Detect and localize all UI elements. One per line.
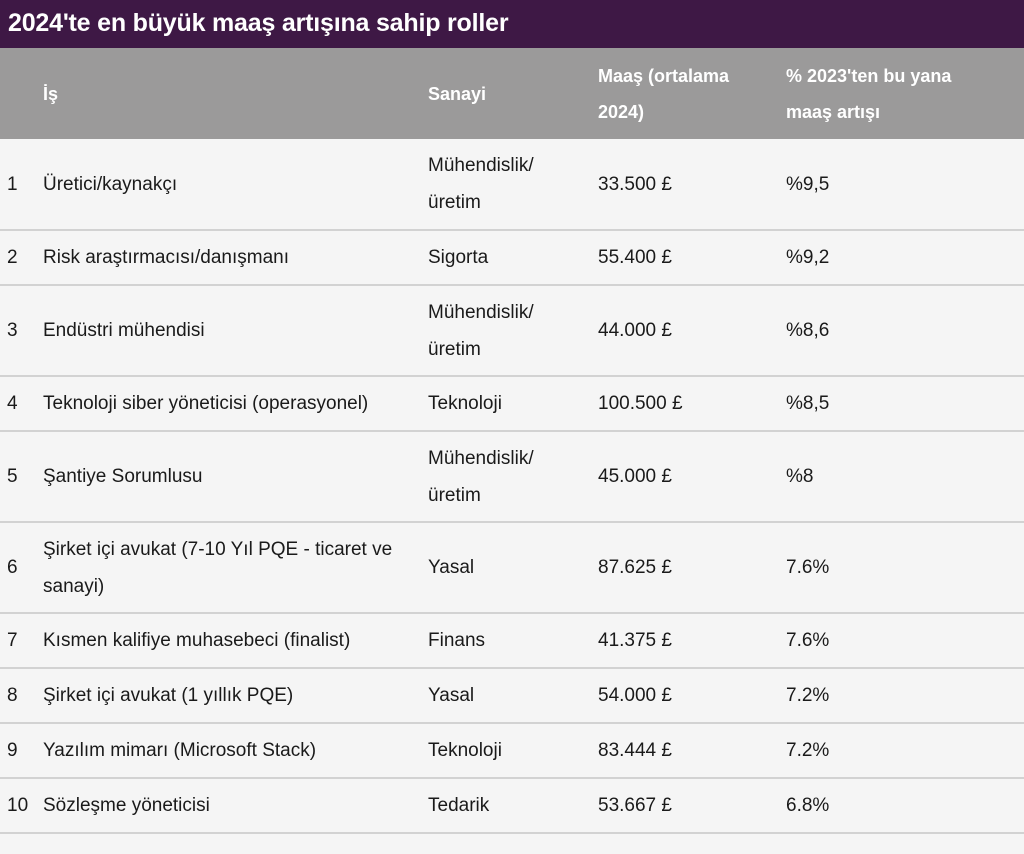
table-title: 2024'te en büyük maaş artışına sahip rol… <box>0 0 1024 48</box>
increase-cell: 7.6% <box>786 630 830 651</box>
salary-cell: 41.375 £ <box>598 630 672 651</box>
salary-cell: 100.500 £ <box>598 393 683 414</box>
job-cell: Şirket içi avukat (1 yıllık PQE) <box>43 685 294 706</box>
industry-cell: Finans <box>428 630 486 651</box>
salary-cell: 55.400 £ <box>598 247 672 268</box>
salary-cell: 44.000 £ <box>598 320 672 341</box>
rank-cell: 6 <box>7 557 18 578</box>
job-cell: Endüstri mühendisi <box>43 320 205 341</box>
industry-cell: Teknoloji <box>428 393 502 414</box>
industry-cell: Teknoloji <box>428 740 502 761</box>
header-job: İş <box>43 83 59 104</box>
table-row: 10 Sözleşme yöneticisi Tedarik 53.667 £ … <box>0 778 1024 833</box>
table-row: 6 Şirket içi avukat (7-10 Yıl PQE - tica… <box>0 522 1024 613</box>
increase-cell: 7.2% <box>786 685 830 706</box>
job-cell: Şirket içi avukat (7-10 Yıl PQE - ticare… <box>43 538 393 597</box>
rank-cell: 10 <box>7 795 29 816</box>
header-increase: % 2023'ten bu yana maaş artışı <box>786 65 952 122</box>
rank-cell: 9 <box>7 740 18 761</box>
header-rank <box>0 48 43 139</box>
table-row: 7 Kısmen kalifiye muhasebeci (finalist) … <box>0 613 1024 668</box>
salary-cell: 53.667 £ <box>598 795 672 816</box>
salary-table: İş Sanayi Maaş (ortalama 2024) % 2023'te… <box>0 48 1024 834</box>
table-row: 3 Endüstri mühendisi Mühendislik/ üretim… <box>0 285 1024 376</box>
job-cell: Üretici/kaynakçı <box>43 173 178 195</box>
salary-cell: 87.625 £ <box>598 557 672 578</box>
industry-cell: Tedarik <box>428 795 490 816</box>
rank-cell: 2 <box>7 247 18 268</box>
job-cell: Kısmen kalifiye muhasebeci (finalist) <box>43 630 351 651</box>
salary-cell: 83.444 £ <box>598 740 672 761</box>
table-row: 2 Risk araştırmacısı/danışmanı Sigorta 5… <box>0 230 1024 285</box>
rank-cell: 4 <box>7 393 18 414</box>
rank-cell: 3 <box>7 320 18 341</box>
table-row: 9 Yazılım mimarı (Microsoft Stack) Tekno… <box>0 723 1024 778</box>
industry-cell: Sigorta <box>428 247 489 268</box>
job-cell: Sözleşme yöneticisi <box>43 795 210 816</box>
job-cell: Risk araştırmacısı/danışmanı <box>43 247 290 268</box>
industry-cell: Mühendislik/ üretim <box>428 155 534 213</box>
increase-cell: %9,2 <box>786 247 830 268</box>
increase-cell: 7.6% <box>786 557 830 578</box>
rank-cell: 1 <box>7 173 18 195</box>
industry-cell: Yasal <box>428 685 475 706</box>
table-row: 1 Üretici/kaynakçı Mühendislik/ üretim 3… <box>0 139 1024 230</box>
job-cell: Şantiye Sorumlusu <box>43 466 203 487</box>
increase-cell: %8,6 <box>786 320 830 341</box>
header-industry: Sanayi <box>428 83 487 104</box>
table-row: 4 Teknoloji siber yöneticisi (operasyone… <box>0 376 1024 431</box>
increase-cell: %9,5 <box>786 173 830 195</box>
industry-cell: Mühendislik/ üretim <box>428 301 534 360</box>
table-header-row: İş Sanayi Maaş (ortalama 2024) % 2023'te… <box>0 48 1024 139</box>
salary-cell: 33.500 £ <box>598 173 672 195</box>
increase-cell: 7.2% <box>786 740 830 761</box>
rank-cell: 7 <box>7 630 18 651</box>
increase-cell: %8 <box>786 466 814 487</box>
table-row: 8 Şirket içi avukat (1 yıllık PQE) Yasal… <box>0 668 1024 723</box>
table-row: 5 Şantiye Sorumlusu Mühendislik/ üretim … <box>0 431 1024 522</box>
salary-cell: 45.000 £ <box>598 466 672 487</box>
industry-cell: Mühendislik/ üretim <box>428 447 534 506</box>
job-cell: Yazılım mimarı (Microsoft Stack) <box>43 740 317 761</box>
job-cell: Teknoloji siber yöneticisi (operasyonel) <box>43 393 369 414</box>
rank-cell: 8 <box>7 685 18 706</box>
increase-cell: %8,5 <box>786 393 830 414</box>
header-salary: Maaş (ortalama 2024) <box>598 65 730 122</box>
increase-cell: 6.8% <box>786 795 830 816</box>
salary-cell: 54.000 £ <box>598 685 672 706</box>
rank-cell: 5 <box>7 466 18 487</box>
industry-cell: Yasal <box>428 557 475 578</box>
